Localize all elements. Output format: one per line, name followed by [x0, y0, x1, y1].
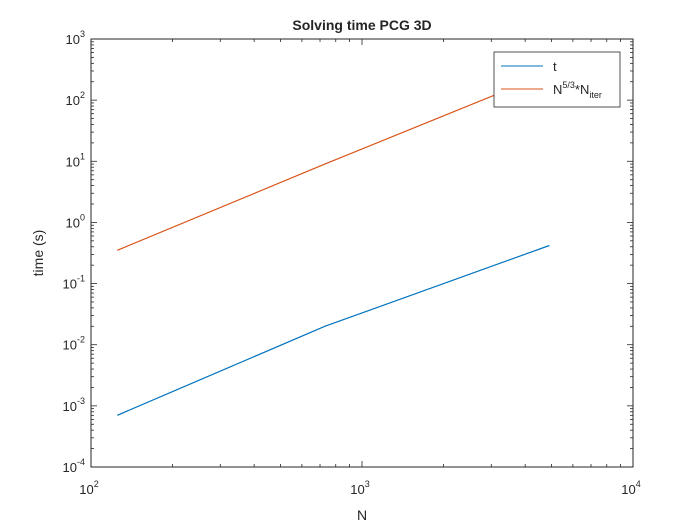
legend: t N5/3*Niter	[493, 51, 621, 108]
y-tick-exponent: -4	[77, 457, 85, 467]
y-tick-base: 10	[63, 277, 77, 292]
legend-label-n53-niter: N5/3*Niter	[553, 80, 602, 100]
y-axis-label: time (s)	[30, 230, 46, 277]
x-tick-exponent: 2	[94, 479, 99, 489]
y-tick-label: 10-1	[63, 274, 85, 292]
series-line-n53-niter	[117, 72, 550, 251]
y-tick-label: 10-4	[63, 457, 85, 475]
y-tick-exponent: 3	[80, 29, 85, 39]
x-tick-base: 10	[350, 482, 364, 497]
x-tick-base: 10	[79, 482, 93, 497]
y-tick-exponent: -2	[77, 335, 85, 345]
series-line-t	[117, 244, 550, 416]
y-tick-label: 10-3	[63, 396, 85, 414]
y-tick-base: 10	[66, 93, 80, 108]
legend-label-t: t	[553, 59, 557, 74]
y-tick-base: 10	[66, 215, 80, 230]
x-tick-label: 102	[79, 479, 98, 497]
y-tick-exponent: -3	[77, 396, 85, 406]
y-tick-base: 10	[66, 32, 80, 47]
series-layer	[117, 72, 550, 416]
plot-frame	[90, 38, 634, 468]
legend-label-n53-mid: *N	[575, 82, 589, 97]
plot-area	[91, 39, 633, 467]
y-tick-label: 103	[66, 29, 85, 47]
y-tick-label: 101	[66, 151, 85, 169]
chart-title: Solving time PCG 3D	[292, 17, 431, 33]
legend-label-n53-sup: 5/3	[562, 80, 575, 90]
y-tick-exponent: 2	[80, 90, 85, 100]
y-tick-label: 10-2	[63, 335, 85, 353]
x-tick-base: 10	[621, 482, 635, 497]
y-tick-base: 10	[63, 399, 77, 414]
x-tick-exponent: 3	[365, 479, 370, 489]
y-tick-label: 102	[66, 90, 85, 108]
y-tick-base: 10	[63, 460, 77, 475]
legend-label-n53-base: N	[553, 82, 562, 97]
x-tick-exponent: 4	[636, 479, 641, 489]
y-tick-base: 10	[66, 154, 80, 169]
y-tick-exponent: 0	[80, 212, 85, 222]
y-tick-label: 100	[66, 212, 85, 230]
y-tick-base: 10	[63, 338, 77, 353]
legend-box	[493, 51, 621, 108]
x-tick-label: 103	[350, 479, 369, 497]
x-tick-label: 104	[621, 479, 640, 497]
legend-label-n53-sub: iter	[589, 90, 602, 100]
x-axis-label: N	[357, 507, 367, 523]
y-tick-exponent: 1	[80, 151, 85, 161]
y-tick-exponent: -1	[77, 274, 85, 284]
